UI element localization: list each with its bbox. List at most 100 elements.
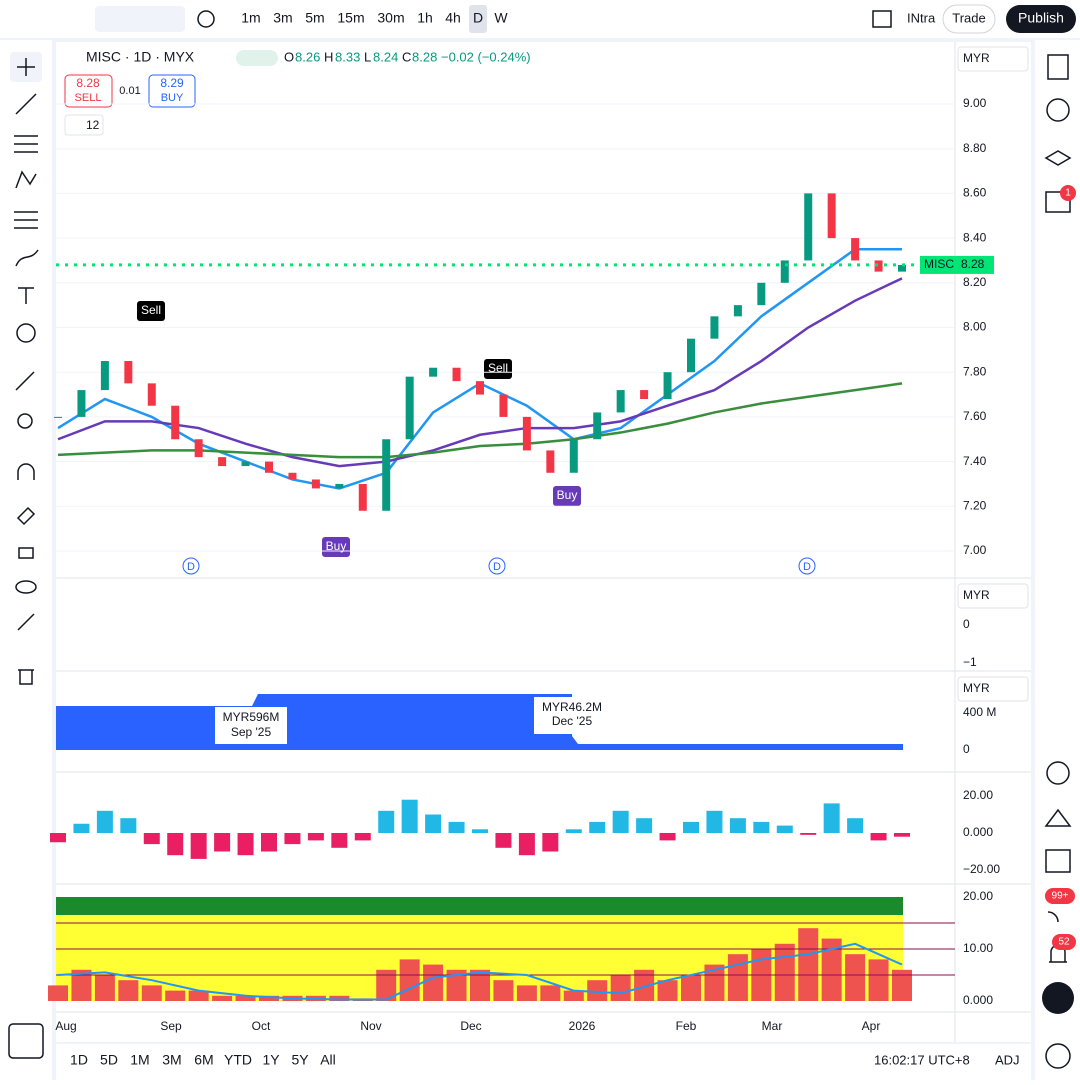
candle — [757, 282, 766, 306]
adj-toggle[interactable]: ADJ — [995, 1052, 1020, 1067]
interval-button[interactable]: W — [494, 10, 508, 26]
alerts-button[interactable] — [1046, 98, 1070, 122]
buy-label[interactable]: BUY — [161, 92, 184, 104]
pressure-bar — [188, 990, 209, 1001]
candle — [476, 381, 484, 395]
currency-box[interactable] — [957, 583, 1029, 609]
tool-delete[interactable] — [18, 669, 34, 685]
tool-emoji[interactable] — [16, 323, 36, 343]
sell-label[interactable]: SELL — [75, 92, 102, 104]
interval-button[interactable]: 15m — [337, 10, 364, 26]
range-button[interactable]: YTD — [224, 1052, 252, 1068]
candle — [288, 472, 297, 480]
trade-button[interactable] — [942, 4, 996, 34]
buy-button[interactable] — [148, 74, 196, 108]
publish-label[interactable]: Publish — [1018, 10, 1064, 26]
tool-zoom[interactable] — [17, 413, 33, 429]
publish-button[interactable] — [1006, 5, 1076, 33]
tool-text[interactable] — [18, 287, 34, 304]
interval-button[interactable]: 4h — [445, 10, 461, 26]
symbol-search[interactable] — [95, 6, 185, 32]
histogram-bar — [542, 833, 559, 852]
interval-button[interactable]: 5m — [305, 10, 324, 26]
tool-visibility[interactable] — [15, 580, 37, 594]
signal-line — [57, 942, 903, 1001]
tool-magnet[interactable] — [17, 463, 35, 480]
ideas-button[interactable] — [1045, 191, 1071, 213]
interval-button[interactable]: 1m — [241, 10, 260, 26]
range-button[interactable]: 1Y — [262, 1052, 280, 1068]
tool-lock[interactable] — [18, 547, 34, 559]
pine-button[interactable] — [1044, 808, 1072, 827]
time-label: Aug — [55, 1019, 76, 1033]
tool-ruler[interactable] — [15, 371, 35, 391]
range-button[interactable]: 5D — [100, 1052, 118, 1068]
currency-box[interactable] — [957, 46, 1029, 72]
candle — [77, 390, 86, 417]
pressure-bar — [48, 985, 68, 1001]
price-tick: 8.00 — [963, 320, 987, 334]
time-label: 2026 — [569, 1019, 596, 1033]
candle — [687, 338, 695, 373]
dividend-label: D — [803, 561, 811, 573]
histogram-bar — [96, 810, 113, 833]
tool-draw-mode[interactable] — [16, 506, 36, 526]
tool-fib[interactable] — [14, 135, 38, 153]
price-tick: 9.00 — [963, 96, 987, 110]
range-button[interactable]: 3M — [162, 1052, 181, 1068]
watchlist-button[interactable] — [1047, 54, 1069, 80]
symbol-title[interactable]: MISC · 1D · MYX — [86, 49, 195, 65]
tool-forecast[interactable] — [14, 211, 38, 229]
range-button[interactable]: 6M — [194, 1052, 213, 1068]
currency-box[interactable] — [957, 676, 1029, 702]
interval-button[interactable]: 3m — [273, 10, 292, 26]
tool-pattern[interactable] — [15, 170, 37, 189]
sell-button[interactable] — [64, 74, 113, 108]
dividend-marker — [488, 557, 506, 575]
histogram-bar — [73, 823, 90, 833]
interval-button[interactable]: 1h — [417, 10, 433, 26]
histogram-bar — [354, 833, 371, 841]
favorites-button[interactable] — [8, 1023, 44, 1059]
compare-button[interactable] — [197, 10, 215, 28]
pressure-bar — [212, 995, 233, 1001]
pressure-bar — [540, 985, 561, 1001]
layout-button[interactable] — [872, 10, 892, 28]
pressure-bar — [798, 928, 819, 1001]
currency: MYR — [963, 51, 990, 65]
buy-price[interactable]: 8.29 — [160, 76, 184, 90]
candle — [265, 461, 273, 473]
tech-button[interactable] — [1046, 761, 1070, 785]
interval-button[interactable]: D — [473, 10, 483, 26]
data-window-button[interactable] — [1044, 150, 1072, 166]
range-button[interactable]: All — [320, 1052, 336, 1068]
pressure-bar — [610, 975, 631, 1001]
range-button[interactable]: 1D — [70, 1052, 88, 1068]
help-button[interactable] — [1045, 1043, 1071, 1069]
histogram-bar — [120, 818, 137, 833]
indicators-toggle[interactable] — [64, 114, 104, 136]
news-button[interactable] — [1047, 911, 1059, 923]
currency: MYR — [963, 588, 990, 602]
badge-count: 99+ — [1052, 891, 1069, 902]
tool-crosshair[interactable] — [17, 58, 35, 76]
histogram-bar — [776, 825, 793, 833]
candle — [147, 383, 156, 406]
range-button[interactable]: 1M — [130, 1052, 149, 1068]
trade-label[interactable]: Trade — [952, 10, 985, 25]
pressure-bar — [470, 969, 490, 1001]
calendar-button[interactable] — [1045, 849, 1071, 873]
pressure-bar — [235, 995, 256, 1001]
indicator-name[interactable]: INtra — [907, 10, 936, 25]
sell-price[interactable]: 8.28 — [76, 76, 100, 90]
symbol-tag-text: MISC — [924, 257, 954, 271]
price-tick: 8.60 — [963, 186, 987, 200]
interval-button[interactable]: 30m — [377, 10, 404, 26]
pressure-bar — [493, 980, 514, 1001]
price-tick: 8.40 — [963, 230, 987, 244]
products-button[interactable] — [1042, 982, 1074, 1014]
tool-brush[interactable] — [15, 249, 39, 267]
range-button[interactable]: 5Y — [291, 1052, 309, 1068]
tool-line[interactable] — [15, 93, 37, 115]
tool-link[interactable] — [17, 613, 35, 631]
